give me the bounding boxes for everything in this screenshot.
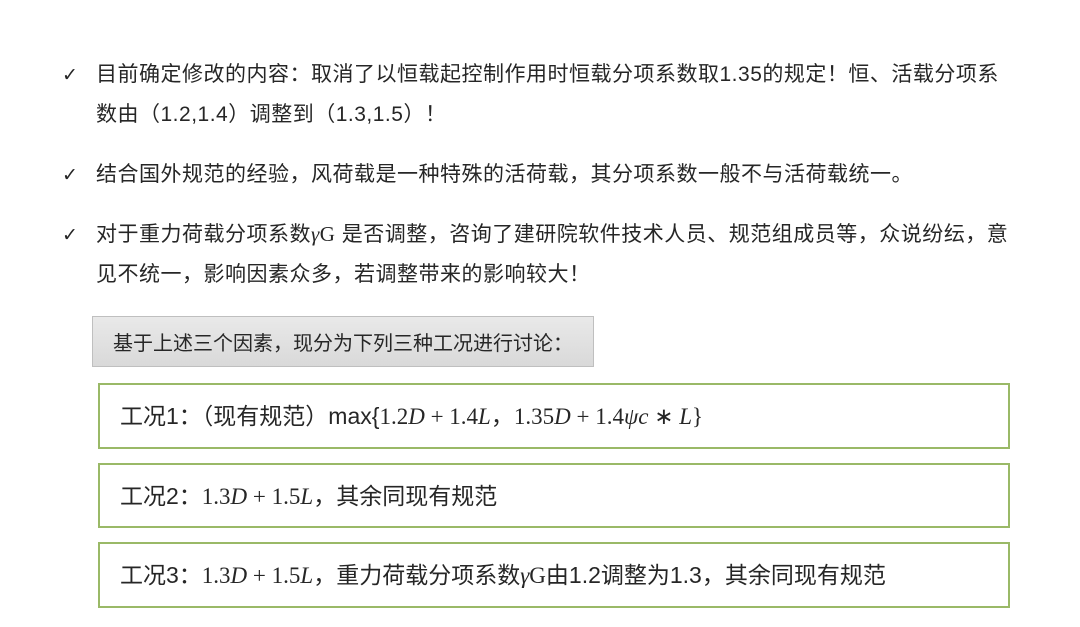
gamma-symbol: γ <box>311 222 320 246</box>
bullet-text-2: 结合国外规范的经验，风荷载是一种特殊的活荷载，其分项系数一般不与活荷载统一。 <box>96 163 913 186</box>
case3-D: D <box>231 563 248 588</box>
case1-n4: 1.4 <box>595 404 624 429</box>
case3-gsub: G <box>529 563 546 588</box>
case-1-box: 工况1：（现有规范）max{1.2D + 1.4L，1.35D + 1.4ψc … <box>98 383 1010 449</box>
gamma-sub: G <box>320 222 336 246</box>
case1-D1: D <box>408 404 425 429</box>
case3-a: 1.3 <box>202 563 231 588</box>
case2-label: 工况2： <box>120 483 202 509</box>
case1-D2: D <box>554 404 571 429</box>
case2-b: 1.5 <box>272 484 301 509</box>
case1-n2: 1.4 <box>449 404 478 429</box>
check-icon: ✓ <box>62 58 78 94</box>
bullet-text-1: 目前确定修改的内容：取消了以恒载起控制作用时恒载分项系数取1.35的规定！恒、活… <box>96 63 999 126</box>
case1-L2: L <box>679 404 692 429</box>
case3-tail: 由1.2调整为1.3，其余同现有规范 <box>546 562 886 588</box>
case2-L: L <box>300 484 313 509</box>
case3-gamma: γ <box>520 563 529 588</box>
case3-b: 1.5 <box>272 563 301 588</box>
case-2-box: 工况2：1.3D + 1.5L，其余同现有规范 <box>98 463 1010 529</box>
bullet-list: ✓ 目前确定修改的内容：取消了以恒载起控制作用时恒载分项系数取1.35的规定！恒… <box>60 55 1020 294</box>
case3-mid: ，重力荷载分项系数 <box>313 562 520 588</box>
case1-star: ∗ <box>648 404 679 429</box>
case3-label: 工况3： <box>120 562 202 588</box>
case3-L: L <box>300 563 313 588</box>
case1-n3: 1.35 <box>514 404 554 429</box>
case1-n1: 1.2 <box>379 404 408 429</box>
bullet-item-2: ✓ 结合国外规范的经验，风荷载是一种特殊的活荷载，其分项系数一般不与活荷载统一。 <box>60 155 1020 195</box>
check-icon: ✓ <box>62 218 78 254</box>
case3-plus: + <box>247 563 271 588</box>
case1-sep: ， <box>491 403 514 429</box>
case1-psi-sub: c <box>638 404 648 429</box>
check-icon: ✓ <box>62 158 78 194</box>
case1-psi: ψ <box>624 404 638 429</box>
case1-label: 工况1：（现有规范）max{ <box>120 403 379 429</box>
case2-plus: + <box>247 484 271 509</box>
bullet-item-1: ✓ 目前确定修改的内容：取消了以恒载起控制作用时恒载分项系数取1.35的规定！恒… <box>60 55 1020 135</box>
case-3-box: 工况3：1.3D + 1.5L，重力荷载分项系数γG由1.2调整为1.3，其余同… <box>98 542 1010 608</box>
case1-close: } <box>692 404 703 429</box>
case1-L1: L <box>478 404 491 429</box>
case2-a: 1.3 <box>202 484 231 509</box>
bullet-item-3: ✓ 对于重力荷载分项系数γG 是否调整，咨询了建研院软件技术人员、规范组成员等，… <box>60 215 1020 295</box>
note-text: 基于上述三个因素，现分为下列三种工况进行讨论： <box>113 333 573 355</box>
case2-D: D <box>231 484 248 509</box>
case1-plus2: + <box>571 404 595 429</box>
note-box: 基于上述三个因素，现分为下列三种工况进行讨论： <box>92 316 594 367</box>
case2-tail: ，其余同现有规范 <box>313 483 497 509</box>
case1-plus1: + <box>425 404 449 429</box>
bullet-text-3a: 对于重力荷载分项系数 <box>96 223 311 246</box>
